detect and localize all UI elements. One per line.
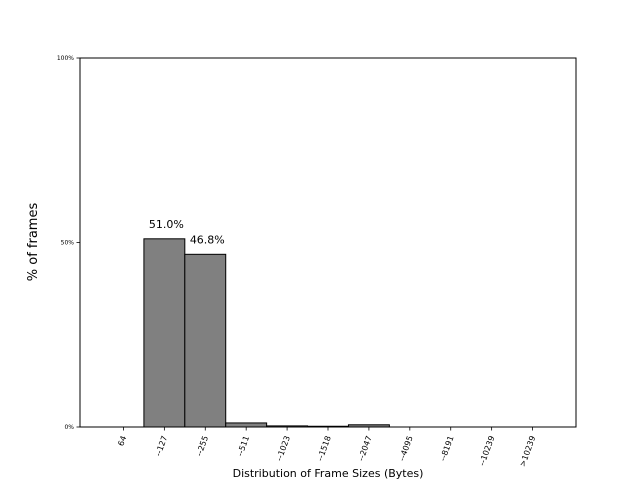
x-axis-label: Distribution of Frame Sizes (Bytes): [233, 467, 424, 480]
y-tick-label: 100%: [57, 55, 74, 62]
bar: [184, 253, 227, 428]
y-tick-label: 50%: [61, 240, 75, 247]
x-tick-label: 64: [116, 435, 128, 448]
value-label: 51.0%: [149, 218, 184, 231]
bar: [143, 238, 186, 428]
value-label: 46.8%: [190, 233, 225, 246]
y-tick-label: 0%: [64, 424, 74, 431]
plot-frame: [79, 57, 577, 428]
bar: [225, 422, 268, 428]
y-axis-label: % of frames: [26, 203, 41, 282]
